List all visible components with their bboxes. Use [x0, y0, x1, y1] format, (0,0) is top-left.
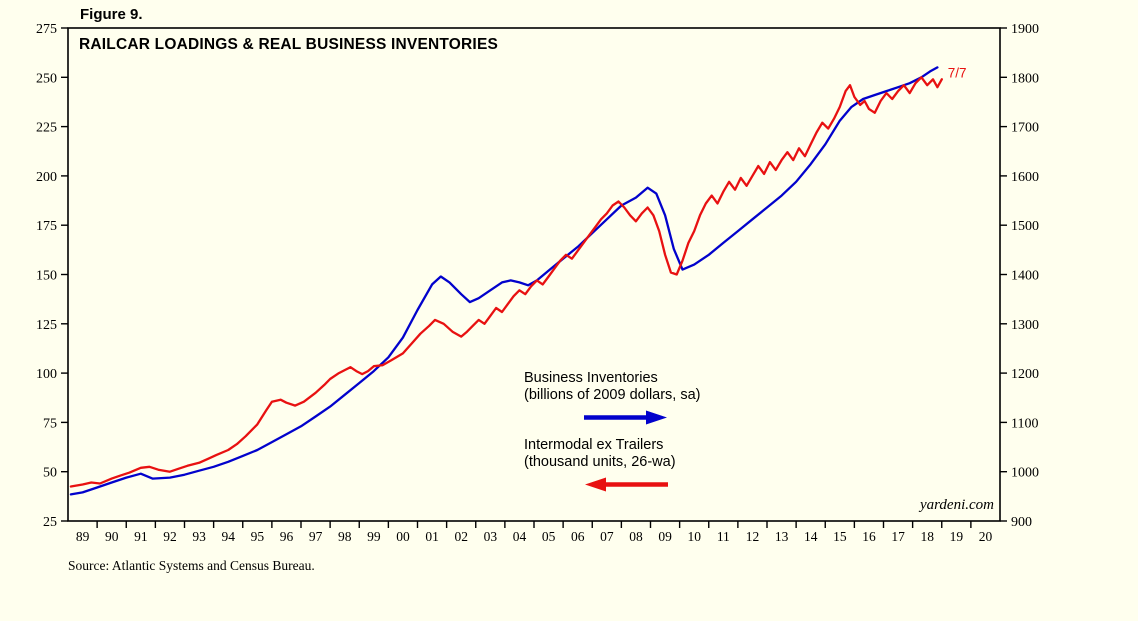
x-tick-label: 99 — [367, 529, 381, 544]
x-tick-label: 90 — [105, 529, 119, 544]
y-left-tick-label: 225 — [36, 121, 57, 136]
x-tick-label: 01 — [425, 529, 439, 544]
y-left-tick-label: 125 — [36, 318, 57, 333]
y-left-tick-label: 275 — [36, 22, 57, 37]
x-tick-label: 98 — [338, 529, 352, 544]
intermodal-ex-trailers-line — [69, 76, 943, 488]
right-arrow-icon — [584, 410, 667, 425]
y-left-tick-label: 75 — [43, 416, 57, 431]
x-tick-label: 20 — [979, 529, 993, 544]
chart-title: RAILCAR LOADINGS & REAL BUSINESS INVENTO… — [79, 36, 499, 53]
y-left-tick-label: 100 — [36, 367, 57, 382]
y-right-tick-label: 1400 — [1011, 269, 1039, 284]
y-right-tick-label: 900 — [1011, 515, 1032, 530]
x-tick-label: 12 — [746, 529, 760, 544]
series-end-date-label: 7/7 — [948, 65, 967, 80]
y-right-tick-label: 1500 — [1011, 219, 1039, 234]
y-right-tick-label: 1800 — [1011, 71, 1039, 86]
legend-label-intermodal: Intermodal ex Trailers — [524, 437, 664, 453]
y-left-tick-label: 25 — [43, 515, 57, 530]
y-left-tick-label: 175 — [36, 219, 57, 234]
x-tick-label: 06 — [571, 529, 585, 544]
figure-label: Figure 9. — [80, 6, 143, 23]
x-tick-label: 97 — [309, 529, 323, 544]
y-left-tick-label: 50 — [43, 466, 57, 481]
x-tick-label: 11 — [717, 529, 730, 544]
x-tick-label: 19 — [950, 529, 964, 544]
x-tick-label: 10 — [687, 529, 701, 544]
x-tick-label: 03 — [484, 529, 498, 544]
x-tick-label: 04 — [513, 529, 527, 544]
left-arrow-icon — [585, 477, 668, 492]
y-right-tick-label: 1600 — [1011, 170, 1039, 185]
legend-units-business-inventories: (billions of 2009 dollars, sa) — [524, 387, 701, 403]
x-tick-label: 00 — [396, 529, 410, 544]
x-tick-label: 92 — [163, 529, 177, 544]
legend-entry-intermodal: Intermodal ex Trailers (thousand units, … — [524, 437, 701, 492]
x-tick-label: 95 — [251, 529, 265, 544]
y-right-tick-label: 1300 — [1011, 318, 1039, 333]
watermark: yardeni.com — [919, 497, 994, 513]
y-right-tick-label: 1100 — [1011, 416, 1038, 431]
y-right-tick-label: 1200 — [1011, 367, 1039, 382]
x-tick-label: 16 — [862, 529, 876, 544]
chart-legend: Business Inventories (billions of 2009 d… — [524, 370, 701, 504]
legend-units-intermodal: (thousand units, 26-wa) — [524, 454, 676, 470]
y-left-tick-label: 200 — [36, 170, 57, 185]
x-tick-label: 02 — [454, 529, 468, 544]
x-tick-label: 14 — [804, 529, 818, 544]
x-tick-label: 96 — [280, 529, 294, 544]
x-tick-label: 89 — [76, 529, 90, 544]
x-tick-label: 18 — [920, 529, 934, 544]
y-left-tick-label: 250 — [36, 71, 57, 86]
legend-label-business-inventories: Business Inventories — [524, 370, 658, 386]
x-tick-label: 09 — [658, 529, 672, 544]
x-tick-label: 13 — [775, 529, 789, 544]
x-tick-label: 15 — [833, 529, 847, 544]
y-right-tick-label: 1000 — [1011, 466, 1039, 481]
y-left-tick-label: 150 — [36, 269, 57, 284]
x-tick-label: 93 — [192, 529, 206, 544]
x-tick-label: 05 — [542, 529, 556, 544]
source-note: Source: Atlantic Systems and Census Bure… — [68, 558, 315, 573]
x-tick-label: 94 — [221, 529, 235, 544]
y-right-tick-label: 1900 — [1011, 22, 1039, 37]
x-tick-label: 07 — [600, 529, 614, 544]
x-tick-label: 17 — [891, 529, 905, 544]
x-tick-label: 91 — [134, 529, 148, 544]
legend-entry-business-inventories: Business Inventories (billions of 2009 d… — [524, 370, 701, 425]
x-tick-label: 08 — [629, 529, 643, 544]
business-inventories-line — [69, 66, 939, 496]
y-right-tick-label: 1700 — [1011, 121, 1039, 136]
